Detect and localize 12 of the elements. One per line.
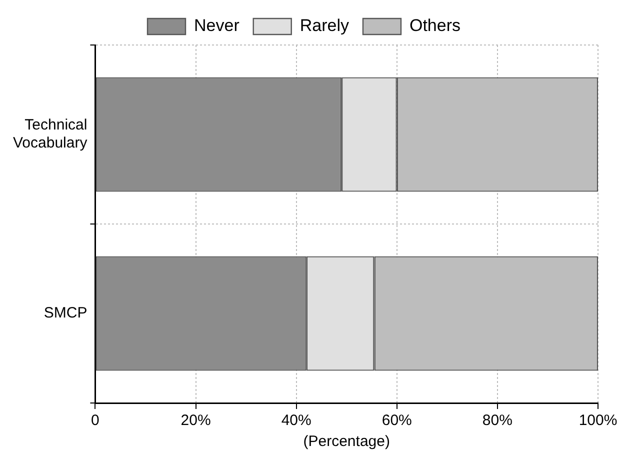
legend-label: Never (194, 16, 240, 36)
legend-label: Rarely (300, 16, 350, 36)
x-tick-label: 0 (91, 412, 100, 430)
x-tick-label: 20% (180, 412, 211, 430)
y-tick-label: Technical Vocabulary (13, 116, 88, 152)
legend-label: Others (409, 16, 461, 36)
x-tick-label: 80% (482, 412, 512, 430)
x-axis-title: (Percentage) (303, 433, 390, 450)
x-tick-label: 100% (578, 412, 618, 430)
x-tick-label: 40% (281, 412, 312, 430)
x-tick-label: 60% (382, 412, 412, 430)
y-tick-label: SMCP (44, 304, 88, 322)
